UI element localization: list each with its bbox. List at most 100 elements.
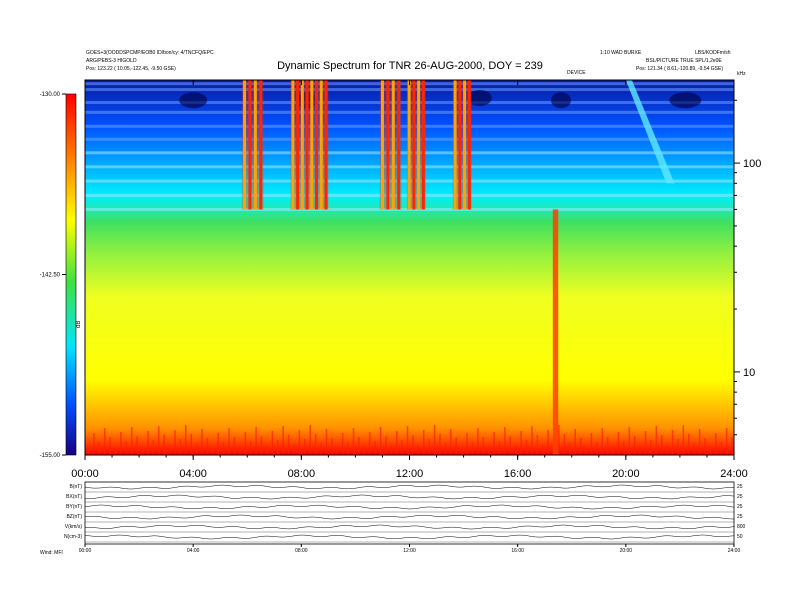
low-frequency-streak [282, 426, 284, 455]
low-frequency-streak [482, 437, 485, 455]
low-frequency-streak [498, 441, 501, 455]
low-frequency-streak [412, 435, 414, 455]
low-frequency-streak [217, 433, 220, 455]
field-panel-value: 50 [737, 534, 743, 540]
low-frequency-streak [579, 438, 582, 455]
x-tick-label: 00:00 [71, 468, 99, 480]
low-frequency-streak [704, 438, 706, 455]
colorbar-tick-label: -142.50 [40, 273, 61, 279]
low-frequency-streak [509, 436, 512, 455]
low-frequency-streak [222, 442, 225, 455]
bottom-tick-label: 04:00 [187, 548, 200, 554]
low-frequency-streak [693, 443, 695, 455]
low-frequency-streak [152, 440, 155, 455]
y-tick-label: 10 [743, 367, 755, 379]
low-frequency-streak [87, 447, 90, 455]
burst-streak [386, 80, 390, 210]
low-frequency-streak [677, 439, 679, 455]
burst-streak [310, 80, 314, 210]
low-frequency-streak [698, 429, 701, 455]
low-frequency-streak [455, 438, 457, 455]
low-frequency-streak [590, 433, 593, 455]
low-frequency-streak [120, 432, 122, 455]
burst-envelope [241, 80, 264, 210]
burst-streak [319, 80, 323, 210]
low-frequency-streak [374, 441, 376, 455]
low-frequency-streak [623, 441, 625, 455]
burst-streak [458, 80, 462, 210]
x-tick-label: 12:00 [396, 468, 424, 480]
low-frequency-streak [363, 446, 366, 455]
spectrogram [85, 80, 734, 455]
burst-streak [412, 80, 416, 210]
low-frequency-streak [293, 444, 295, 455]
low-frequency-streak [617, 432, 620, 455]
burst-envelope [406, 80, 426, 210]
burst-streak [380, 80, 384, 210]
low-frequency-streak [682, 425, 685, 455]
low-frequency-streak [444, 443, 447, 455]
burst-envelope [452, 80, 472, 210]
low-frequency-streak [471, 442, 474, 455]
low-frequency-streak [190, 434, 192, 455]
low-frequency-streak [114, 446, 117, 455]
low-frequency-streak [168, 444, 171, 455]
burst-streak [291, 80, 295, 210]
low-frequency-streak [655, 426, 658, 455]
colorbar-label: dB [76, 321, 82, 328]
burst-streak [463, 80, 467, 210]
burst-streak [253, 80, 257, 210]
low-frequency-streak [725, 428, 728, 455]
low-intensity-patch [467, 89, 492, 106]
bottom-tick-label: 00:00 [79, 548, 92, 554]
low-intensity-patch [179, 92, 208, 109]
header-right-line4: Pos: 121.34 ( 8.61,-120.89, -9.54 GSE) [636, 66, 723, 72]
low-frequency-streak [314, 434, 317, 455]
field-trace [84, 534, 735, 540]
low-frequency-streak [255, 427, 257, 455]
burst-envelope [379, 80, 402, 210]
burst-streak [391, 80, 395, 210]
field-trace [84, 524, 735, 530]
low-frequency-streak [244, 432, 247, 455]
colorbar-tick-label: -130.00 [40, 92, 61, 98]
x-tick-label: 24:00 [720, 468, 748, 480]
low-frequency-streak [520, 431, 522, 455]
field-panel-value: 25 [737, 494, 743, 500]
low-frequency-streak [379, 427, 382, 455]
burst-streak [397, 80, 401, 210]
low-frequency-streak [309, 425, 311, 455]
low-frequency-streak [423, 430, 425, 455]
low-frequency-streak [195, 443, 198, 455]
low-frequency-streak [260, 436, 263, 455]
low-frequency-streak [276, 440, 279, 455]
low-frequency-streak [525, 440, 528, 455]
low-frequency-streak [417, 444, 420, 455]
low-frequency-streak [93, 433, 95, 455]
low-frequency-streak [633, 436, 636, 455]
low-frequency-streak [125, 441, 128, 455]
low-frequency-streak [542, 444, 544, 455]
burst-streak [453, 80, 457, 210]
field-panel-value: 25 [737, 484, 743, 490]
low-frequency-streak [109, 437, 111, 455]
low-frequency-streak [671, 430, 674, 455]
header-left-line2: ARG/PEBS-3 HIGOLD [86, 58, 137, 64]
low-frequency-streak [433, 425, 436, 455]
low-frequency-streak [249, 441, 252, 455]
burst-envelope [290, 80, 329, 210]
field-panel-label: BY(nT) [66, 504, 82, 510]
drifting-emission [625, 80, 675, 184]
burst-streak [315, 80, 319, 210]
field-panel-value: 800 [737, 524, 746, 530]
low-frequency-streak [390, 445, 393, 455]
low-frequency-streak [650, 440, 652, 455]
low-frequency-streak [287, 435, 290, 455]
low-frequency-streak [450, 429, 452, 455]
low-frequency-streak [601, 428, 603, 455]
low-frequency-streak [130, 427, 133, 455]
low-frequency-streak [466, 433, 468, 455]
burst-streak [421, 80, 425, 210]
low-frequency-streak [709, 447, 712, 455]
